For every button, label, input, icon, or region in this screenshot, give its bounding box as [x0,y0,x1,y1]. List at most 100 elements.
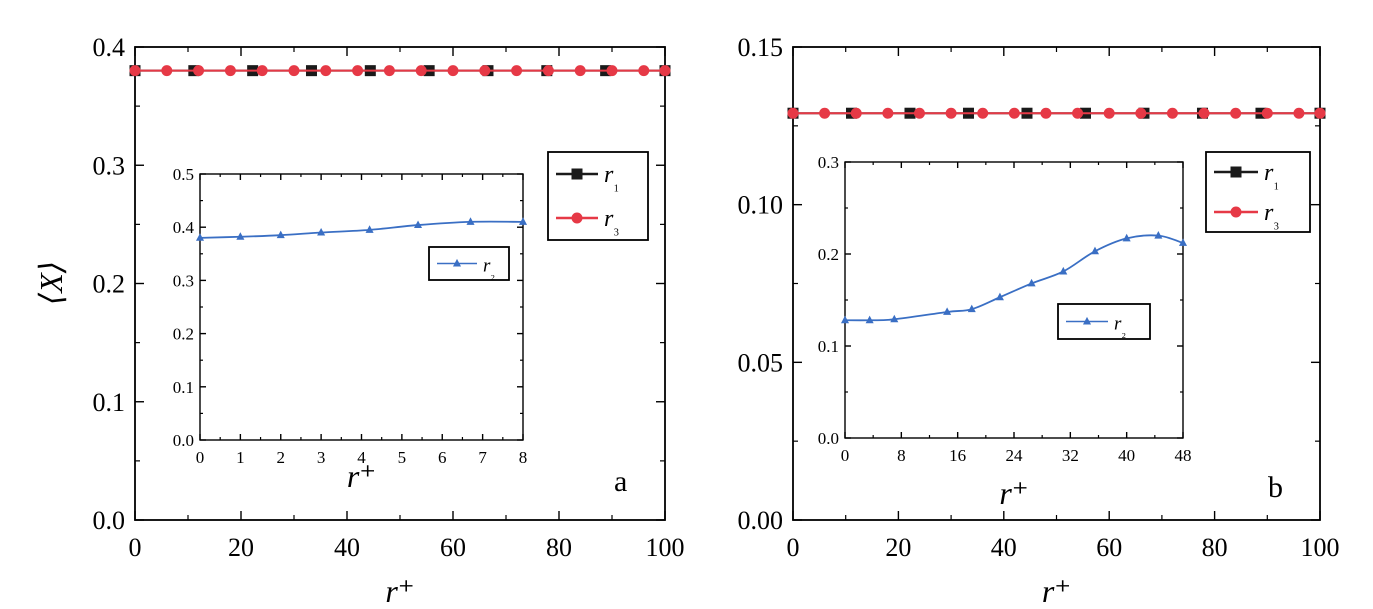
b-inset-point [1059,266,1068,275]
a-inset-xtick-label: 8 [519,448,528,467]
a-main-point [224,65,236,77]
b-main-xtick-label: 0 [787,533,800,562]
b-main-point [819,107,831,119]
a-main-point [638,65,650,77]
a-main-legend-label-sub: ₃ [613,217,619,236]
b-main-legend-box [1205,151,1311,233]
b-inset-ytick-label: 0.2 [818,245,839,264]
a-inset-legend-label-sub: ₂ [490,266,495,281]
b-main-ytick-label: 0.05 [738,348,784,377]
a-main-legend-marker [571,212,583,224]
a-main-ytick-label: 0.0 [93,506,126,535]
a-inset-xtick-label: 1 [236,448,245,467]
a-inset-point [466,217,475,225]
a-inset-xtick-label: 3 [317,448,326,467]
b-inset-point [1154,231,1163,239]
a-main-point [415,65,427,77]
b-main-xtick-label: 100 [1301,533,1340,562]
a-main-legend-box [547,151,649,241]
a-inset-legend: r₂ [428,246,510,281]
b-main-series-1 [787,107,1326,119]
a-inset-xtick-label: 4 [357,448,366,467]
a-main-point [659,65,671,77]
panel-a-label: a [614,465,627,498]
b-main-point [1135,107,1147,119]
a-inset-xtick-label: 2 [277,448,286,467]
b-inset-point [943,307,952,315]
b-inset-legend-marker [1082,316,1092,325]
b-inset-point [967,304,976,313]
a-main-point [447,65,459,77]
b-inset-point [865,315,874,324]
b-inset-point [1122,233,1131,242]
a-inset-ytick-label: 0.4 [173,218,195,237]
b-inset-point [1090,246,1100,255]
b-main-xtick-label: 40 [991,533,1017,562]
a-inset-xtick-label: 7 [478,448,487,467]
a-main-xtick-label: 60 [440,533,466,562]
a-main-point [511,65,523,77]
a-inset-point [518,217,528,225]
a-main-point [606,65,618,77]
b-main-xlabel: r⁺ [1042,573,1071,609]
a-main-point [256,65,268,77]
a-inset-point [276,230,285,239]
b-main-point [1314,107,1326,119]
a-main-point [320,65,332,77]
a-inset-xlabel: r⁺ [347,458,376,494]
a-main-xtick-label: 0 [129,533,142,562]
a-inset-ytick-label: 0.3 [173,271,194,290]
a-main-legend-marker [571,168,583,180]
a-main-point [352,65,364,77]
a-main-point [542,65,554,77]
a-main-ylabel: ⟨X⟩ [33,261,69,306]
b-inset-xlabel: r⁺ [999,475,1028,511]
b-inset-point [995,292,1004,301]
b-inset-point [1178,238,1188,246]
b-inset-series-line [844,234,1184,322]
b-inset-point [840,315,850,324]
b-main-xtick-label: 20 [885,533,911,562]
b-main-point [1103,107,1115,119]
a-inset-bg [200,174,523,440]
b-inset-ytick-label: 0.3 [818,153,839,172]
b-main-legend-marker [1230,166,1242,178]
b-inset-xtick-label: 0 [841,446,850,465]
a-main-legend-label-sub: ₁ [613,173,619,192]
b-inset-ytick-label: 0.0 [818,429,839,448]
b-inset: 0 8 16 24 32 40 48 0.0 0.1 0.2 0.3 r₂ r⁺ [818,153,1192,511]
a-inset-ytick-label: 0.5 [173,165,194,184]
b-main-ytick-label: 0.15 [738,33,784,62]
a-inset-ytick-label: 0.2 [173,325,194,344]
a-inset-point [236,232,245,240]
b-main-legend-label-sub: ₃ [1273,211,1279,230]
b-main-point [787,107,799,119]
a-inset-legend-marker [452,258,462,267]
b-main-legend-marker [1230,206,1242,218]
a-inset-point [413,220,423,229]
a-main-point [161,65,173,77]
a-inset-series-0 [195,217,528,241]
a-main-xtick-label: 80 [546,533,572,562]
b-main-point [945,107,957,119]
b-inset-bg [845,162,1183,438]
a-main-ytick-label: 0.1 [93,388,126,417]
b-main-point [977,107,989,119]
a-main-point [193,65,205,77]
b-inset-xtick-label: 8 [897,446,906,465]
a-inset-ticks: 0 1 2 3 4 5 6 7 8 0.0 0.1 0.2 0.3 0.4 0.5 [173,165,528,467]
a-main-point [574,65,586,77]
b-inset-point [890,314,899,323]
b-main-point [1261,107,1273,119]
b-main-point [1230,107,1242,119]
a-inset-point [317,227,326,236]
a-inset-series-line [199,220,524,239]
a-main-xtick-label: 40 [334,533,360,562]
b-inset-ticks: 0 8 16 24 32 40 48 0.0 0.1 0.2 0.3 [818,153,1192,465]
